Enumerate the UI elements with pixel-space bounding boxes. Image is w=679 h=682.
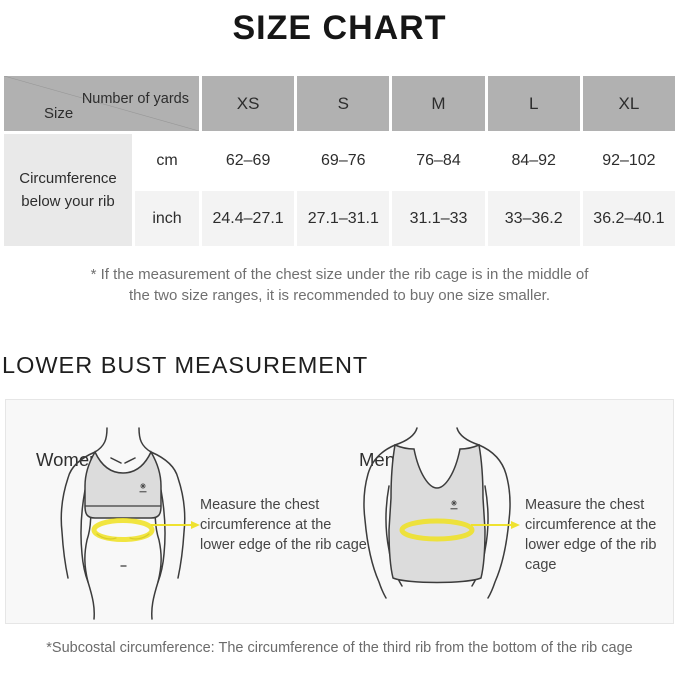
women-figure-illustration <box>60 427 200 620</box>
diagonal-divider <box>4 76 199 131</box>
size-header-s: S <box>297 76 390 131</box>
cell-inch-l: 33–36.2 <box>487 191 580 246</box>
page-title: SIZE CHART <box>232 9 447 47</box>
cell-cm-xs: 62–69 <box>202 134 295 188</box>
men-figure-illustration <box>363 427 520 599</box>
measurement-ellipse <box>399 518 475 542</box>
size-chart-table: Number of yards Size XS S M L XL Circumf… <box>4 76 675 246</box>
size-header-xl: XL <box>582 76 675 131</box>
women-figure-label: Women <box>36 449 100 470</box>
size-chart-page: SIZE CHART Number of yards Size XS S M L… <box>0 8 679 682</box>
cell-cm-xl: 92–102 <box>582 134 675 188</box>
annotation-line: circumference at the <box>525 517 657 533</box>
annotation-line: lower edge of the rib cage <box>525 537 657 573</box>
brand-logo-icon <box>450 500 458 510</box>
cell-cm-l: 84–92 <box>487 134 580 188</box>
annotation-arrow <box>471 521 520 529</box>
cell-inch-xl: 36.2–40.1 <box>582 191 675 246</box>
cell-inch-xs: 24.4–27.1 <box>202 191 295 246</box>
size-header-xs: XS <box>202 76 295 131</box>
table-corner-cell: Number of yards Size <box>4 76 199 131</box>
annotation-line: Measure the chest <box>525 497 645 513</box>
annotation-line: circumference at the <box>200 517 332 533</box>
size-note: * If the measurement of the chest size u… <box>0 264 679 306</box>
annotation-arrow <box>151 521 200 529</box>
brand-logo-icon <box>139 483 147 493</box>
cell-cm-s: 69–76 <box>297 134 390 188</box>
cell-cm-m: 76–84 <box>392 134 485 188</box>
tank-top-garment <box>388 443 486 584</box>
section-title-lower-bust: LOWER BUST MEASUREMENT <box>2 352 369 378</box>
measurement-illustration-panel: Women Men <box>5 399 674 624</box>
size-note-line-1: * If the measurement of the chest size u… <box>90 266 589 283</box>
size-header-l: L <box>487 76 580 131</box>
size-header-m: M <box>392 76 485 131</box>
women-measure-annotation: Measure the chest circumference at the l… <box>200 495 367 555</box>
cell-inch-s: 27.1–31.1 <box>297 191 390 246</box>
subcostal-footnote: *Subcostal circumference: The circumfere… <box>46 640 633 656</box>
annotation-line: lower edge of the rib cage <box>200 537 367 553</box>
measurement-ellipse <box>91 518 155 542</box>
men-measure-annotation: Measure the chest circumference at the l… <box>525 495 673 575</box>
unit-cell-cm: cm <box>135 134 199 188</box>
cell-inch-m: 31.1–33 <box>392 191 485 246</box>
size-note-line-2: the two size ranges, it is recommended t… <box>128 287 551 304</box>
sports-bra-garment <box>84 450 162 519</box>
corner-label-size: Size <box>44 105 74 122</box>
men-figure-label: Men <box>359 449 395 470</box>
row-label-circumference: Circumference below your rib <box>4 134 132 246</box>
corner-label-number-of-yards: Number of yards <box>81 91 189 107</box>
annotation-line: Measure the chest <box>200 497 320 513</box>
unit-cell-inch: inch <box>135 191 199 246</box>
